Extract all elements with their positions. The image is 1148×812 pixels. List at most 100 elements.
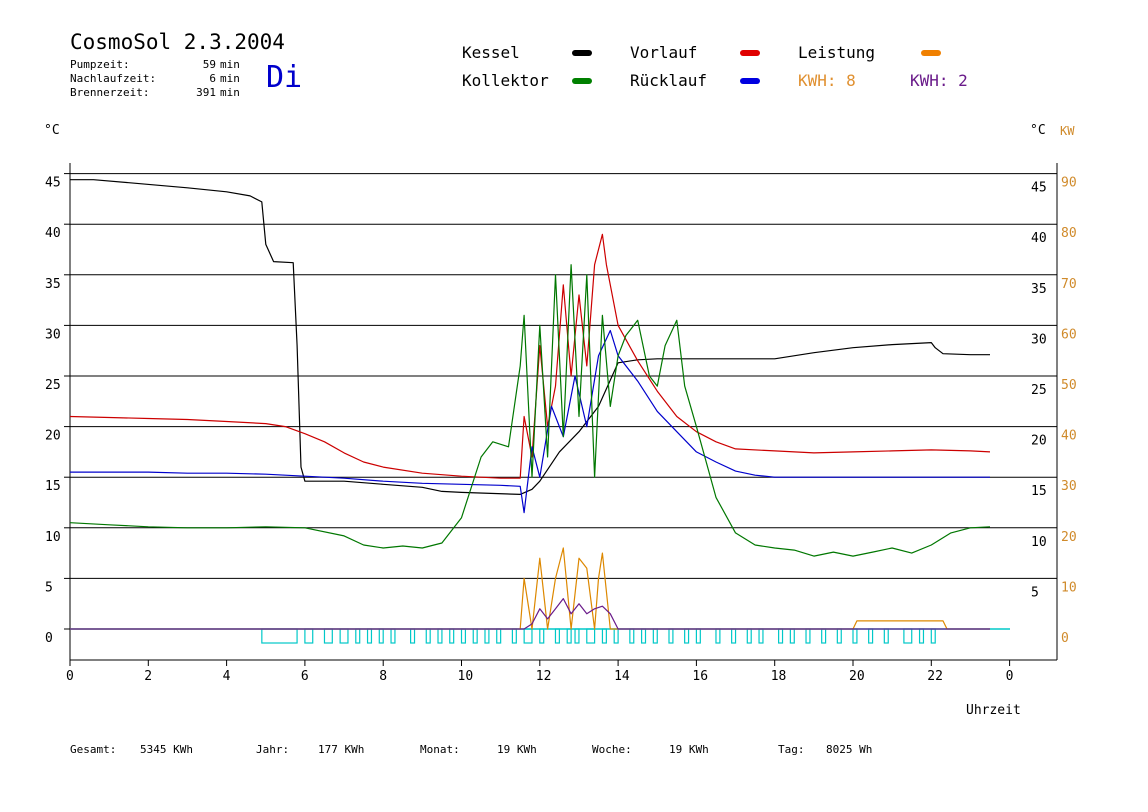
y-tick-label-right-celsius: 40	[1031, 231, 1047, 246]
pump-cycle	[366, 628, 373, 644]
y-tick-label-right-celsius: 45	[1031, 181, 1047, 196]
pump-cycle	[903, 628, 913, 644]
pump-cycle	[758, 628, 764, 644]
pump-cycle	[339, 628, 349, 644]
pump-cycle	[304, 628, 314, 644]
pump-cycle	[425, 628, 431, 644]
week-label: Woche:	[592, 743, 632, 756]
pump-cycle	[918, 628, 925, 644]
legend-kessel-swatch	[572, 50, 592, 56]
y-tick-label-left: 10	[45, 530, 61, 545]
y-tick-label-left: 5	[45, 580, 53, 595]
pump-cycle	[883, 628, 889, 644]
stat-unit: min	[220, 58, 240, 71]
pump-cycle	[684, 628, 690, 644]
pump-cycle	[261, 628, 298, 644]
pump-cycle	[836, 628, 842, 644]
y-tick-label-right-kw: 10	[1061, 580, 1077, 595]
y-tick-label-right-kw: 80	[1061, 226, 1077, 241]
y-tick-label-left: 45	[45, 176, 61, 191]
legend-vorlauf-swatch	[740, 50, 760, 56]
legend-kwh-purple: KWH: 2	[910, 71, 968, 90]
legend-leistung: Leistung	[798, 43, 876, 62]
pump-cycle	[566, 628, 572, 644]
month-label: Monat:	[420, 743, 460, 756]
legend-leistung-swatch	[921, 50, 941, 56]
pump-cycle	[821, 628, 827, 644]
x-tick-label: 0	[1006, 669, 1014, 684]
x-tick-label: 14	[614, 669, 630, 684]
stat-row: Brennerzeit: 391 min	[70, 86, 240, 100]
pump-cycle	[789, 628, 795, 644]
series-kollektor	[69, 264, 991, 557]
x-tick-label: 2	[144, 669, 152, 684]
y-tick-label-right-celsius: 20	[1031, 434, 1047, 449]
stat-row: Nachlaufzeit: 6 min	[70, 72, 240, 86]
pump-cycle	[355, 628, 361, 644]
y-tick-label-left: 0	[45, 631, 53, 646]
stat-unit: min	[220, 72, 240, 85]
y-tick-label-right-kw: 90	[1061, 176, 1077, 191]
pump-cycle	[652, 628, 658, 644]
series-ruecklauf	[70, 329, 990, 514]
x-tick-label: 20	[849, 669, 865, 684]
y-tick-label-right-kw: 70	[1061, 277, 1077, 292]
series-leistung	[70, 547, 990, 630]
y-tick-label-right-kw: 30	[1061, 479, 1077, 494]
pump-cycle	[930, 628, 936, 644]
y-tick-label-left: 35	[45, 277, 61, 292]
run-time-stats: Pumpzeit: 59 min Nachlaufzeit: 6 min Bre…	[70, 58, 240, 100]
total-value: 5345 KWh	[140, 743, 193, 756]
stat-label: Nachlaufzeit:	[70, 72, 157, 85]
y-tick-label-right-celsius: 35	[1031, 282, 1047, 297]
stat-label: Brennerzeit:	[70, 86, 150, 99]
y-tick-label-right-celsius: 10	[1031, 535, 1047, 550]
series-vorlauf	[69, 233, 991, 479]
x-tick-label: 12	[536, 669, 552, 684]
pump-cycle	[574, 628, 580, 644]
y-tick-label-right-kw: 0	[1061, 631, 1069, 646]
legend-kwh-leistung: KWH: 8	[798, 71, 856, 90]
pump-cycle	[805, 628, 811, 644]
pump-cycle	[695, 628, 701, 644]
pump-cycle	[496, 628, 502, 644]
pump-cycle	[437, 628, 443, 644]
x-tick-label: 22	[927, 669, 943, 684]
pump-cycle	[449, 628, 455, 644]
pump-cycle	[601, 628, 607, 644]
page-title: CosmoSol 2.3.2004	[70, 30, 285, 54]
y-tick-label-left: 15	[45, 479, 61, 494]
day-total-label: Tag:	[778, 743, 805, 756]
x-tick-label: 18	[771, 669, 787, 684]
legend-kessel: Kessel	[462, 43, 520, 62]
series-kwh2	[70, 597, 990, 630]
pump-cycle	[390, 628, 396, 644]
stat-unit: min	[220, 86, 240, 99]
pump-cycle	[539, 628, 545, 644]
stat-value: 59	[202, 58, 216, 71]
pump-cycle	[554, 628, 560, 644]
pump-cycle	[868, 628, 874, 644]
x-axis-label: Uhrzeit	[966, 703, 1021, 718]
month-value: 19 KWh	[497, 743, 537, 756]
y-tick-label-right-celsius: 25	[1031, 383, 1047, 398]
y-tick-label-right-kw: 60	[1061, 327, 1077, 342]
pump-cycle	[668, 628, 674, 644]
y-tick-label-right-kw: 20	[1061, 530, 1077, 545]
pump-cycle	[731, 628, 737, 644]
week-value: 19 KWh	[669, 743, 709, 756]
pump-cycle	[629, 628, 635, 644]
stat-label: Pumpzeit:	[70, 58, 130, 71]
pump-cycle	[852, 628, 858, 644]
x-tick-label: 10	[458, 669, 474, 684]
legend-vorlauf: Vorlauf	[630, 43, 698, 62]
day-total-value: 8025 Wh	[826, 743, 873, 756]
left-axis-unit: °C	[44, 123, 60, 138]
y-tick-label-right-kw: 50	[1061, 378, 1077, 393]
pump-cycle	[613, 628, 619, 644]
total-label: Gesamt:	[70, 743, 117, 756]
year-label: Jahr:	[256, 743, 290, 756]
pump-cycle	[378, 628, 384, 644]
pump-cycle	[715, 628, 721, 644]
